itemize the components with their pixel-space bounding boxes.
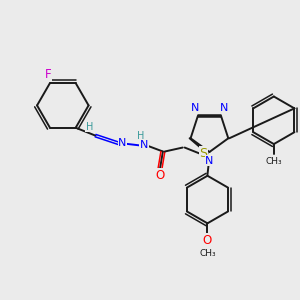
Text: CH₃: CH₃: [199, 248, 216, 257]
Text: N: N: [140, 140, 148, 150]
Text: H: H: [137, 131, 145, 141]
Text: O: O: [203, 234, 212, 247]
Text: H: H: [86, 122, 93, 132]
Text: N: N: [220, 103, 228, 113]
Text: F: F: [45, 68, 51, 81]
Text: N: N: [190, 103, 199, 113]
Text: O: O: [155, 169, 164, 182]
Text: N: N: [205, 156, 214, 166]
Text: CH₃: CH₃: [266, 158, 282, 166]
Text: S: S: [200, 147, 208, 160]
Text: N: N: [118, 138, 126, 148]
